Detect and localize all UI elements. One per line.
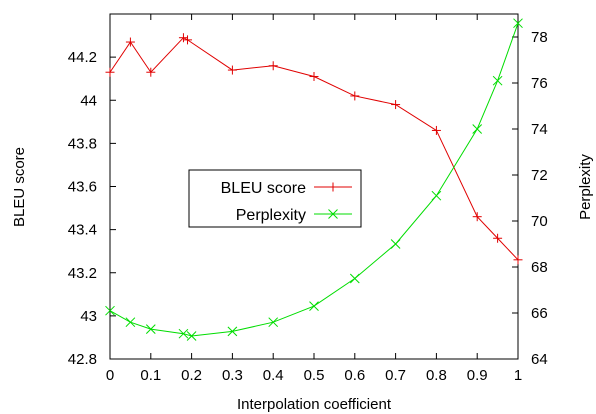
y-left-tick-label: 42.8 (68, 351, 97, 368)
data-point-bleu (125, 37, 135, 47)
y-left-tick-label: 43 (80, 308, 97, 325)
data-point-perplexity (145, 324, 156, 334)
y-right-tick-label: 78 (531, 29, 548, 46)
x-tick-label: 0.3 (222, 367, 243, 384)
data-point-bleu (472, 212, 482, 222)
data-point-bleu (431, 125, 441, 135)
data-point-perplexity (513, 18, 523, 29)
data-point-perplexity (309, 301, 319, 311)
legend-label-bleu: BLEU score (221, 180, 306, 197)
data-point-perplexity (186, 331, 197, 341)
legend-sample-bleu (314, 182, 352, 192)
y-left-tick-label: 43.8 (68, 135, 97, 152)
y-right-tick-label: 64 (531, 351, 548, 368)
y-right-axis-title: Perplexity (577, 154, 594, 220)
legend-sample-perplexity (314, 209, 352, 219)
data-point-bleu (493, 233, 503, 243)
data-point-perplexity (178, 328, 189, 339)
data-point-bleu (513, 255, 523, 265)
data-point-bleu (268, 61, 278, 71)
x-tick-label: 0 (106, 367, 114, 384)
data-point-bleu (350, 91, 360, 101)
x-tick-label: 0.6 (344, 367, 365, 384)
x-tick-label: 0.8 (426, 367, 447, 384)
x-tick-label: 0.5 (304, 367, 325, 384)
data-point-perplexity (349, 273, 360, 284)
y-right-tick-label: 72 (531, 167, 548, 184)
data-point-bleu (183, 35, 193, 45)
series-layer (105, 18, 523, 341)
x-tick-label: 0.2 (181, 367, 202, 384)
y-right-tick-label: 70 (531, 213, 548, 230)
y-right-tick-label: 74 (531, 121, 548, 138)
data-point-perplexity (105, 305, 115, 316)
data-point-perplexity (125, 317, 136, 328)
data-point-perplexity (431, 190, 442, 201)
x-tick-label: 0.7 (385, 367, 406, 384)
data-point-bleu (309, 72, 319, 82)
y-left-axis-title: BLEU score (11, 147, 28, 227)
data-point-perplexity (227, 326, 238, 337)
data-point-bleu (178, 33, 188, 43)
y-left-tick-label: 43.4 (68, 222, 97, 239)
legend-marker (328, 182, 338, 192)
data-point-bleu (146, 67, 156, 77)
data-point-perplexity (472, 124, 483, 134)
x-axis-title: Interpolation coefficient (237, 396, 392, 413)
data-point-perplexity (492, 75, 503, 86)
x-tick-label: 0.9 (467, 367, 488, 384)
axis-ticks: 0 0.1 0.2 0.3 0.4 0.5 0.6 0.7 0.8 0.9 1 42.8 43 43.2 4… (68, 14, 548, 384)
x-tick-label: 0.4 (263, 367, 284, 384)
series-line-bleu (109, 37, 519, 261)
data-point-bleu (105, 67, 115, 77)
x-tick-label: 0.1 (140, 367, 161, 384)
series-line-perplexity (109, 23, 519, 337)
y-right-tick-label: 76 (531, 75, 548, 92)
legend-label-perplexity: Perplexity (236, 207, 306, 224)
legend-box (188, 169, 362, 228)
data-point-bleu (227, 65, 237, 75)
y-right-tick-label: 66 (531, 305, 548, 322)
y-left-tick-label: 44 (80, 92, 97, 109)
y-left-tick-label: 43.2 (68, 265, 97, 282)
data-point-bleu (391, 100, 401, 110)
y-left-tick-label: 44.2 (68, 49, 97, 66)
data-point-perplexity (268, 317, 279, 328)
data-point-perplexity (390, 239, 401, 249)
x-tick-label: 1 (514, 367, 522, 384)
legend: BLEU score Perplexity (188, 169, 362, 228)
legend-marker (328, 209, 338, 219)
y-right-tick-label: 68 (531, 259, 548, 276)
y-left-tick-label: 43.6 (68, 179, 97, 196)
